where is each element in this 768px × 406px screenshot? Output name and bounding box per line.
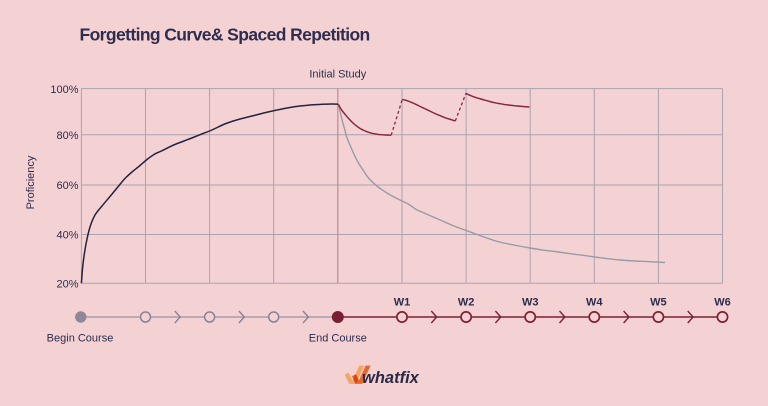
svg-text:60%: 60% [56,180,78,192]
svg-text:W5: W5 [650,296,667,308]
svg-text:W2: W2 [458,296,475,308]
svg-text:whatfix: whatfix [362,369,420,387]
svg-text:End Course: End Course [309,332,367,344]
svg-text:Begin Course: Begin Course [47,332,114,344]
svg-text:Proficiency: Proficiency [25,155,37,209]
svg-text:100%: 100% [50,84,78,96]
svg-text:Forgetting Curve& Spaced Repet: Forgetting Curve& Spaced Repetition [80,24,370,44]
svg-text:W6: W6 [714,296,731,308]
svg-text:W4: W4 [586,296,603,308]
svg-text:20%: 20% [56,279,78,291]
svg-text:80%: 80% [56,130,78,142]
svg-text:W1: W1 [394,296,411,308]
svg-text:Initial Study: Initial Study [309,69,366,81]
svg-text:40%: 40% [56,230,78,242]
svg-text:W3: W3 [522,296,539,308]
